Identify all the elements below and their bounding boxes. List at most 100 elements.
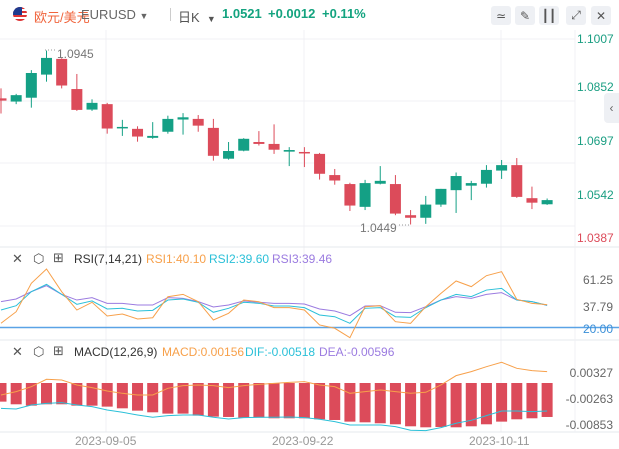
macd-bar: [541, 383, 553, 417]
period-label: 日K: [178, 10, 200, 25]
rsi1-value: RSI1:40.10: [146, 252, 207, 266]
candle-body: [465, 183, 477, 186]
candle-body: [526, 198, 538, 203]
price-label: 1.0542: [577, 188, 614, 202]
macd-bar: [56, 383, 68, 405]
settings-icon[interactable]: ⬡: [33, 344, 45, 359]
chevron-down-icon: ▼: [206, 14, 216, 24]
date-label: 2023-09-05: [75, 434, 137, 448]
collapse-axis-tab[interactable]: ‹: [604, 93, 619, 123]
candle-body: [207, 127, 219, 156]
indicator-icon: ≃: [495, 8, 507, 23]
candle-body: [177, 117, 189, 120]
candlestick-icon: ┃┃: [541, 8, 557, 23]
close-icon: ✕: [595, 8, 607, 23]
candle-body: [329, 175, 341, 181]
rsi3-line: [0, 285, 548, 317]
macd-axis-label: -0.00263: [565, 392, 613, 406]
macd-bar: [268, 383, 280, 419]
candle-body: [116, 126, 128, 129]
macd-bar: [283, 383, 295, 419]
macd-title: MACD(12,26,9): [74, 345, 158, 359]
pencil-icon: ✎: [519, 8, 531, 23]
rsi1-line: [0, 268, 548, 339]
candle-body: [147, 135, 159, 138]
close-button[interactable]: ✕: [591, 6, 611, 25]
candle-body: [420, 204, 432, 218]
macd-bar: [177, 383, 189, 414]
candle-body: [0, 98, 7, 101]
plus-box-icon[interactable]: ⊞: [53, 343, 64, 358]
expand-icon: ⤢: [571, 8, 581, 22]
macd-bar: [314, 383, 326, 420]
macd-bar: [162, 383, 174, 414]
candle-body: [192, 118, 204, 126]
candle-body: [41, 57, 53, 75]
rsi-axis-label: 61.25: [582, 273, 613, 287]
candle-body: [101, 104, 113, 129]
candle-body: [132, 128, 144, 137]
macd-bar: [223, 383, 235, 417]
macd-bar: [420, 383, 432, 428]
macd-bar: [86, 383, 98, 406]
candle-body: [283, 150, 295, 152]
indicator-button[interactable]: ≃: [491, 6, 511, 25]
candle-body: [86, 102, 98, 110]
macd-bar: [10, 383, 22, 405]
macd-bar: [450, 383, 462, 428]
eu-us-flag-icon: [13, 7, 27, 21]
dea-value: DEA:-0.00596: [319, 345, 395, 359]
candle-body: [71, 89, 83, 110]
macd-bar: [41, 383, 53, 405]
date-label: 2023-10-11: [469, 434, 530, 448]
rsi-axis-label: 20.00: [582, 322, 613, 336]
divider: [170, 8, 171, 21]
price-label: 1.0697: [577, 134, 614, 148]
candle-body: [298, 151, 310, 154]
rsi-title: RSI(7,14,21): [74, 252, 143, 266]
macd-bar: [0, 383, 7, 402]
price-change-pct: +0.11%: [322, 6, 366, 21]
macd-bar: [405, 383, 417, 427]
settings-icon[interactable]: ⬡: [33, 251, 45, 266]
chevron-down-icon: ▼: [139, 11, 149, 21]
symbol-label: EURUSD: [81, 7, 136, 22]
close-icon[interactable]: ✕: [12, 344, 23, 359]
symbol-selector[interactable]: EURUSD ▼: [81, 7, 148, 22]
macd-bar: [71, 383, 83, 406]
macd-bar: [25, 383, 37, 406]
draw-button[interactable]: ✎: [515, 6, 535, 25]
candle-style-button[interactable]: ┃┃: [539, 6, 559, 25]
period-selector[interactable]: 日K ▼: [178, 7, 216, 26]
close-icon[interactable]: ✕: [12, 251, 23, 266]
candle-body: [450, 176, 462, 191]
macd-bar: [147, 383, 159, 413]
macd-bar: [207, 383, 219, 417]
candle-body: [162, 118, 174, 132]
macd-bar: [192, 383, 204, 416]
macd-bar: [344, 383, 356, 422]
low-price-label: 1.0449: [360, 221, 397, 235]
macd-line: [0, 361, 548, 396]
instrument-name[interactable]: 欧元/美元: [34, 10, 90, 25]
chart-header: 欧元/美元 EURUSD ▼ 日K ▼ 1.0521 +0.0012 +0.11…: [0, 0, 619, 30]
candle-body: [314, 153, 326, 174]
macd-axis-label: -0.00853: [565, 418, 613, 432]
candle-body: [268, 143, 280, 150]
rsi2-value: RSI2:39.60: [209, 252, 270, 266]
last-price: 1.0521: [222, 6, 262, 21]
macd-bar: [101, 383, 113, 407]
macd-bar: [253, 383, 265, 418]
candle-body: [10, 95, 22, 102]
plus-box-icon[interactable]: ⊞: [53, 250, 64, 265]
candle-body: [344, 184, 356, 206]
candle-body: [359, 183, 371, 207]
macd-bar: [238, 383, 250, 418]
price-change: +0.0012: [268, 6, 316, 21]
candle-body: [541, 200, 553, 205]
price-label: 1.0387: [577, 231, 614, 245]
fullscreen-button[interactable]: ⤢: [566, 6, 586, 25]
macd-bar: [480, 383, 492, 425]
candle-body: [56, 58, 68, 86]
